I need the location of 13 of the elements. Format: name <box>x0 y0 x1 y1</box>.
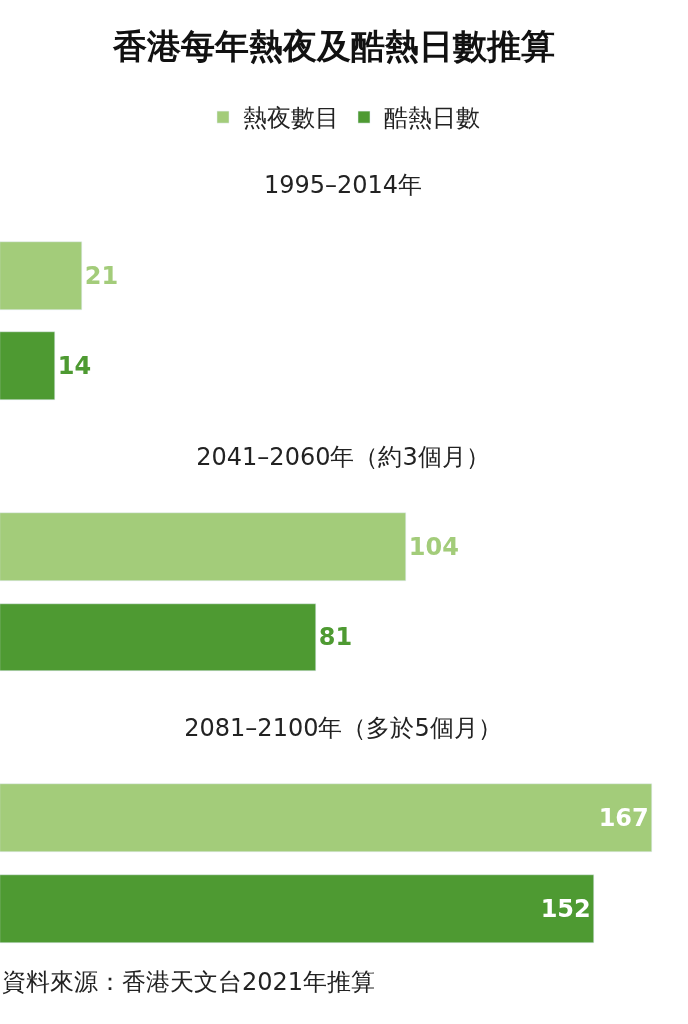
legend-label: 熱夜數目 <box>243 104 339 133</box>
data-label: 104 <box>408 532 459 561</box>
data-label: 21 <box>84 261 119 290</box>
data-label: 81 <box>318 623 353 652</box>
y-tick-label: 2081–2100年（多於5個月） <box>184 714 502 742</box>
y-tick-label: 1995–2014年 <box>263 171 423 199</box>
text: 香港每年熱夜及酷熱日數推算 <box>112 26 555 66</box>
data-label: 167 <box>598 803 649 832</box>
annotation: 資料來源：香港天文台2021年推算 <box>2 968 376 996</box>
legend-label: 酷熱日數 <box>384 104 480 133</box>
data-label: 152 <box>540 894 591 923</box>
data-label: 14 <box>57 351 92 380</box>
y-tick-label: 2041–2060年（約3個月） <box>196 443 490 471</box>
